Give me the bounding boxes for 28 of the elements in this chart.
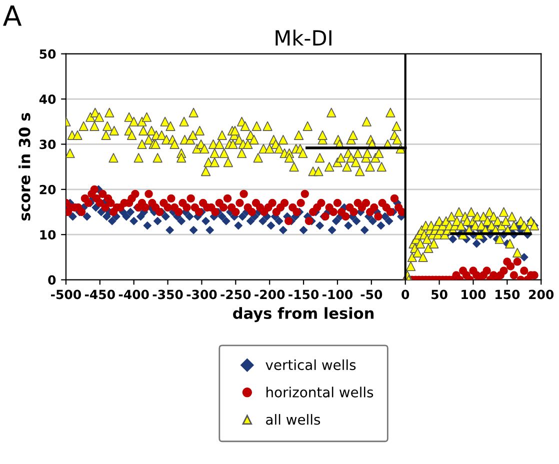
x-tick-label: -500 bbox=[51, 290, 82, 300]
text: A bbox=[3, 5, 22, 26]
y-axis-title: score in 30 s bbox=[18, 113, 30, 220]
legend-label: all wells bbox=[266, 414, 320, 425]
legend-label: vertical wells bbox=[266, 359, 356, 370]
x-tick-label: -100 bbox=[322, 290, 353, 300]
x-axis-title: days from lesion bbox=[233, 307, 374, 322]
y-tick-label: 0 bbox=[48, 275, 56, 285]
x-tick-label: -400 bbox=[118, 290, 149, 300]
y-tick-label: 50 bbox=[40, 49, 56, 59]
x-tick-label: 100 bbox=[462, 290, 486, 300]
y-tick-label: 30 bbox=[40, 140, 56, 150]
x-tick-label: -350 bbox=[152, 290, 183, 300]
x-tick-label: 50 bbox=[432, 290, 448, 300]
y-tick-label: 40 bbox=[39, 94, 56, 104]
x-tick-label: 150 bbox=[496, 290, 520, 300]
x-tick-label: -150 bbox=[288, 290, 319, 300]
x-tick-label: -450 bbox=[84, 290, 115, 300]
legend-label: horizontal wells bbox=[266, 386, 374, 398]
x-tick-label: 0 bbox=[402, 290, 410, 300]
x-tick-label: 200 bbox=[529, 290, 554, 300]
y-tick-label: 20 bbox=[40, 184, 56, 194]
x-tick-label: -300 bbox=[186, 290, 217, 300]
chart-title: Mk-DI bbox=[276, 30, 332, 46]
x-tick-label: -50 bbox=[360, 290, 382, 300]
x-tick-label: -200 bbox=[254, 290, 285, 300]
y-tick-label: 10 bbox=[40, 230, 56, 240]
x-tick-label: -250 bbox=[220, 290, 251, 300]
